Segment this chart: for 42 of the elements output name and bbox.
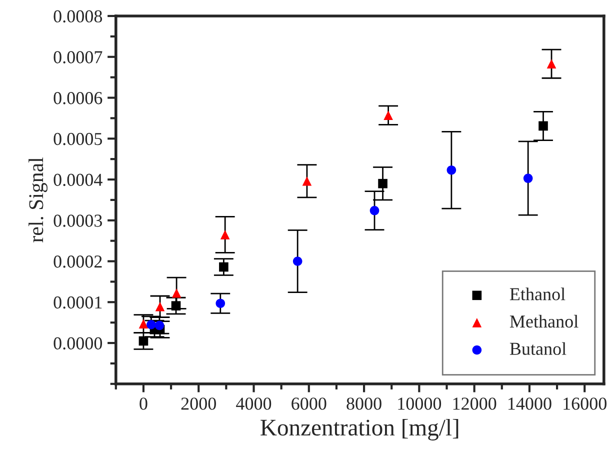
y-tick-label: 0.0005 bbox=[54, 132, 102, 146]
point bbox=[302, 176, 312, 186]
x-tick-label: 14000 bbox=[508, 398, 552, 410]
point bbox=[546, 59, 556, 68]
x-axis-title: Konzentration [mg/l] bbox=[260, 419, 458, 440]
point bbox=[154, 320, 164, 330]
legend-label: Methanol bbox=[510, 314, 578, 328]
x-tick-label: 6000 bbox=[292, 398, 326, 410]
y-tick-label: 0.0001 bbox=[54, 296, 102, 309]
point bbox=[538, 121, 548, 131]
point bbox=[370, 206, 380, 216]
x-tick-label: 8000 bbox=[346, 398, 382, 410]
point bbox=[138, 319, 148, 328]
point bbox=[219, 262, 228, 272]
point bbox=[220, 230, 230, 240]
x-tick-label: 2000 bbox=[181, 398, 216, 410]
y-tick-label: 0.0003 bbox=[54, 214, 102, 227]
x-tick-label: 10000 bbox=[398, 398, 442, 410]
point bbox=[384, 110, 393, 120]
point bbox=[216, 298, 226, 308]
y-tick-label: 0.0004 bbox=[54, 174, 102, 186]
y-tick-label: 0.0006 bbox=[54, 92, 102, 104]
point bbox=[446, 165, 456, 175]
point bbox=[523, 174, 533, 183]
point bbox=[292, 256, 302, 266]
y-tick-label: 0.0000 bbox=[54, 337, 102, 350]
y-axis-title: rel. Signal bbox=[28, 158, 48, 242]
x-tick-label: 4000 bbox=[236, 398, 272, 410]
point bbox=[155, 302, 165, 312]
point bbox=[172, 288, 182, 298]
point bbox=[138, 336, 148, 346]
x-tick-label: 12000 bbox=[453, 398, 496, 410]
legend-label: Ethanol bbox=[510, 288, 566, 300]
x-tick-label: 0 bbox=[140, 398, 148, 410]
x-tick-label: 16000 bbox=[564, 398, 606, 410]
point bbox=[378, 178, 388, 188]
y-tick-label: 0.0002 bbox=[54, 256, 102, 268]
y-tick-label: 0.0008 bbox=[54, 10, 102, 23]
legend-label: Butanol bbox=[510, 342, 566, 355]
y-tick-label: 0.0007 bbox=[54, 51, 102, 64]
point bbox=[146, 320, 156, 330]
point bbox=[171, 301, 181, 310]
